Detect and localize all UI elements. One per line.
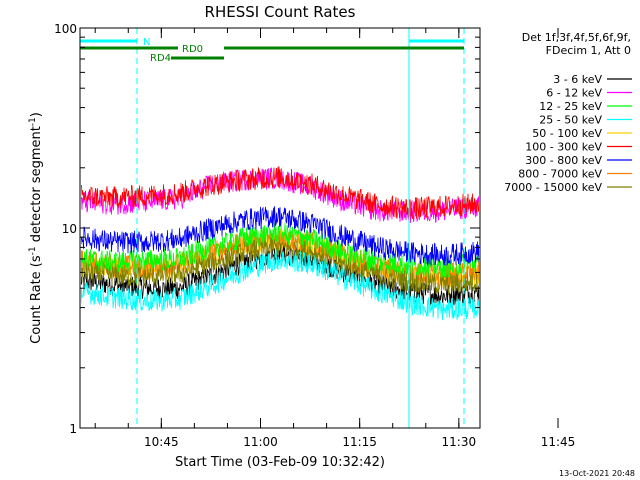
- legend-label: 7000 - 15000 keV: [504, 181, 602, 194]
- series-line-7000-15000-kev: [81, 235, 479, 295]
- y-axis-label-close: ): [29, 112, 44, 117]
- y-axis: 1 10 100: [54, 22, 480, 436]
- legend-header-line-1: Det 1f,3f,4f,5f,6f,9f,: [522, 31, 631, 44]
- legend-label: 12 - 25 keV: [539, 100, 602, 113]
- y-tick-label: 10: [62, 222, 77, 236]
- x-tick-label: 11:00: [243, 435, 278, 449]
- legend-label: 800 - 7000 keV: [518, 168, 602, 181]
- rd0-flag-label: RD0: [182, 44, 203, 55]
- x-tick-label: 11:15: [342, 435, 377, 449]
- legend: Det 1f,3f,4f,5f,6f,9f, FDecim 1, Att 0 3…: [504, 31, 632, 194]
- series-line-100-300-kev: [81, 166, 479, 219]
- night-flag-label: N: [143, 37, 150, 48]
- legend-label: 3 - 6 keV: [553, 73, 602, 86]
- x-axis-label: Start Time (03-Feb-09 10:32:42): [175, 455, 385, 470]
- y-tick-label: 1: [69, 422, 77, 436]
- x-tick-label: 10:45: [144, 435, 179, 449]
- rd4-flag-label: RD4: [150, 53, 171, 64]
- chart-title: RHESSI Count Rates: [205, 3, 356, 21]
- y-axis-label-exponent-2: -1: [28, 117, 38, 126]
- legend-label: 6 - 12 keV: [546, 87, 602, 100]
- y-tick-label: 100: [54, 22, 77, 36]
- series-line-300-800-kev: [81, 206, 479, 267]
- series-line-25-50-kev: [81, 249, 479, 321]
- series-traces: [81, 166, 479, 321]
- y-axis-label-main: Count Rate (s: [29, 255, 44, 344]
- y-axis-label-exponent-1: -1: [28, 246, 38, 255]
- legend-label: 50 - 100 keV: [532, 127, 602, 140]
- legend-label: 300 - 800 keV: [525, 154, 602, 167]
- legend-label: 100 - 300 keV: [525, 141, 602, 154]
- plot-marks: [81, 166, 479, 321]
- generated-timestamp: 13-Oct-2021 20:48: [559, 469, 635, 478]
- x-tick-label: 11:30: [442, 435, 477, 449]
- legend-header-line-2: FDecim 1, Att 0: [546, 44, 631, 57]
- x-tick-label: 11:45: [541, 435, 576, 449]
- legend-label: 25 - 50 keV: [539, 114, 602, 127]
- y-axis-label-segment: detector segment: [29, 126, 44, 246]
- y-axis-label: Count Rate (s-1 detector segment-1): [28, 112, 44, 344]
